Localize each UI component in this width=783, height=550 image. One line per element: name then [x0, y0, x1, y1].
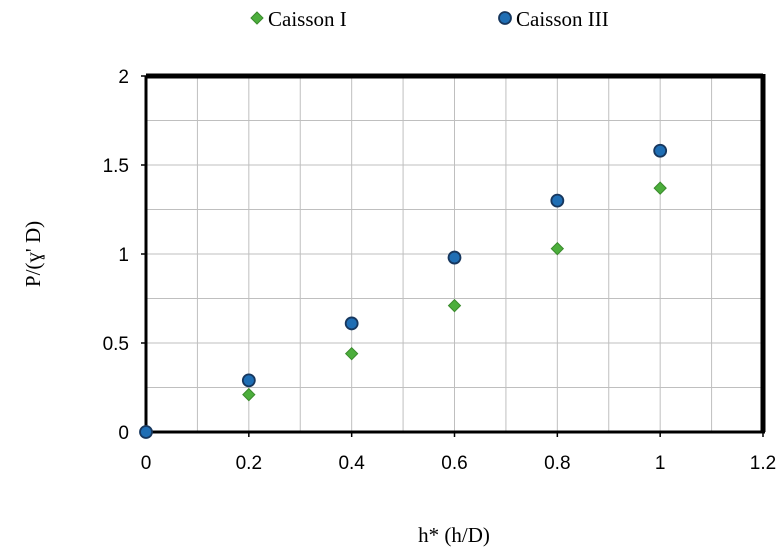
x-axis-label: h* (h/D)	[418, 523, 490, 547]
y-tick-label: 0	[118, 423, 129, 444]
legend: Caisson I Caisson III	[250, 7, 609, 31]
data-point-diamond	[447, 298, 462, 313]
data-point-diamond	[344, 346, 359, 361]
legend-item-caisson-iii: Caisson III	[498, 7, 609, 31]
x-tick-label: 0.6	[441, 453, 467, 474]
data-point-circle	[139, 425, 153, 439]
legend-label-caisson-i: Caisson I	[268, 7, 347, 31]
data-point-circle	[653, 143, 668, 158]
legend-label-caisson-iii: Caisson III	[516, 7, 609, 31]
data-point-circle	[344, 316, 359, 331]
y-tick-label: 1	[118, 245, 129, 266]
y-tick-label: 0.5	[103, 334, 129, 355]
x-tick-label: 0.8	[544, 453, 570, 474]
data-point-diamond	[550, 241, 565, 256]
data-point-circle	[550, 193, 565, 208]
data-point-circle	[447, 250, 462, 265]
legend-marker-diamond	[250, 11, 264, 25]
x-tick-label: 1	[655, 453, 666, 474]
data-series	[139, 143, 668, 439]
legend-item-caisson-i: Caisson I	[250, 7, 347, 31]
x-tick-label: 0.4	[338, 453, 365, 474]
x-tick-label: 0	[141, 453, 152, 474]
data-point-diamond	[242, 387, 256, 402]
y-tick-label: 2	[118, 67, 129, 88]
y-tick-label: 1.5	[103, 156, 129, 177]
y-axis-label: P/(ɣ' D)	[21, 221, 45, 287]
x-tick-labels: 0 0.2 0.4 0.6 0.8 1 1.2	[141, 453, 777, 474]
data-point-diamond	[653, 181, 667, 195]
y-tick-labels: 0 0.5 1 1.5 2	[103, 67, 129, 444]
series-caisson-iii	[139, 143, 668, 439]
x-tick-label: 0.2	[236, 453, 262, 474]
x-tick-label: 1.2	[750, 453, 776, 474]
legend-marker-circle	[498, 11, 512, 25]
grid	[146, 76, 763, 432]
data-point-circle	[241, 373, 256, 388]
